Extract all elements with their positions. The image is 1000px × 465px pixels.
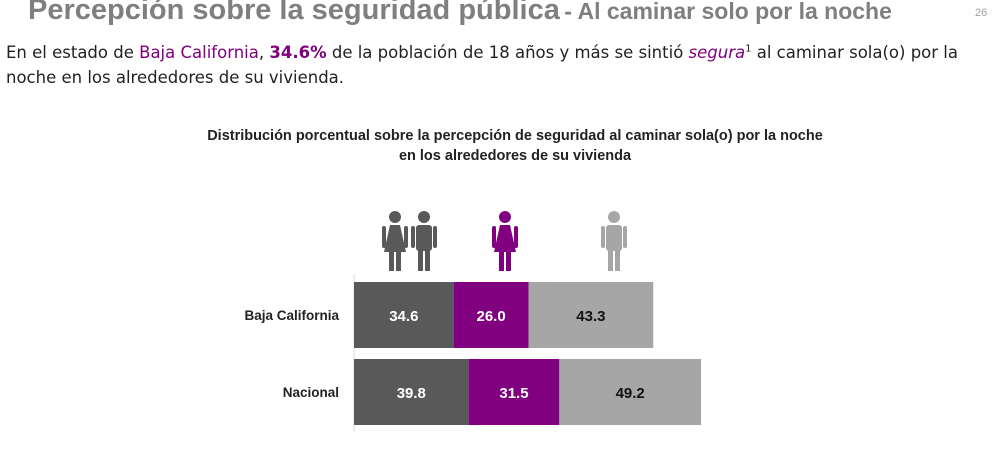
data-label: 39.8 [397, 385, 426, 402]
data-label: 34.6 [389, 308, 418, 325]
intro-paragraph: En el estado de Baja California, 34.6% d… [6, 40, 996, 90]
bar-segment [354, 282, 454, 348]
bar-segment [559, 359, 702, 425]
intro-text: , [258, 43, 270, 62]
intro-text: al caminar sola(o) por la noche en los a… [6, 43, 959, 87]
data-label: 43.3 [576, 308, 605, 325]
page-title-main: Percepción sobre la seguridad pública [28, 0, 560, 26]
bar-segment [468, 359, 560, 425]
footnote-marker: 1 [745, 43, 752, 55]
man-icon [411, 211, 437, 271]
intro-percent: 34.6% [269, 43, 327, 62]
bar-segment [528, 282, 654, 348]
chart-title: Distribución porcentual sobre la percepc… [207, 128, 823, 164]
page-number: 26 [975, 7, 988, 19]
intro-state: Baja California [139, 43, 259, 62]
bar-segment [354, 359, 469, 425]
man-icon [601, 211, 627, 271]
data-label: 49.2 [616, 385, 645, 402]
category-label: Nacional [283, 385, 339, 400]
bar-segment [453, 282, 529, 348]
intro-text: En el estado de [6, 43, 140, 62]
intro-segura: segura [688, 43, 746, 62]
data-label: 26.0 [476, 308, 505, 325]
data-label: 31.5 [499, 385, 528, 402]
woman-icon [492, 211, 518, 271]
page-title-sub: - Al caminar solo por la noche [564, 0, 892, 24]
category-label: Baja California [244, 308, 339, 323]
page-title: Percepción sobre la seguridad pública - … [28, 0, 892, 27]
intro-text: de la población de 18 años y más se sint… [326, 43, 689, 62]
woman-icon [382, 211, 408, 271]
